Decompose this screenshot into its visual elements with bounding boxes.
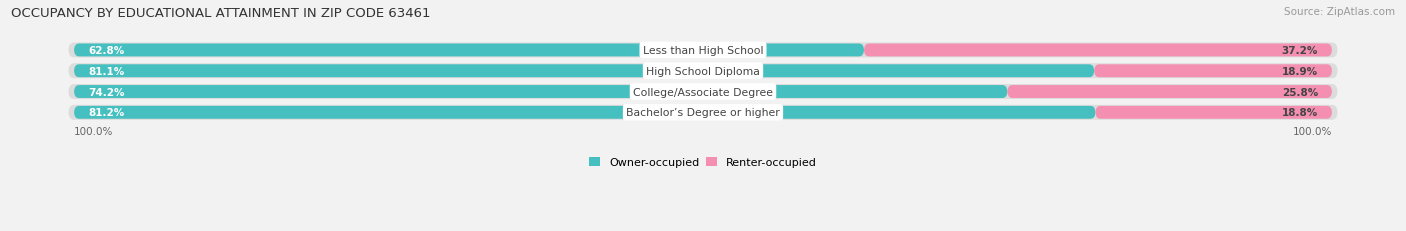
Text: Less than High School: Less than High School [643, 46, 763, 56]
FancyBboxPatch shape [1008, 86, 1331, 99]
FancyBboxPatch shape [75, 65, 1094, 78]
FancyBboxPatch shape [1095, 106, 1331, 119]
Text: 18.8%: 18.8% [1282, 108, 1317, 118]
Legend: Owner-occupied, Renter-occupied: Owner-occupied, Renter-occupied [585, 153, 821, 172]
FancyBboxPatch shape [69, 85, 1337, 100]
FancyBboxPatch shape [69, 105, 1337, 120]
Text: High School Diploma: High School Diploma [647, 67, 759, 76]
FancyBboxPatch shape [75, 86, 1008, 99]
FancyBboxPatch shape [75, 44, 865, 57]
FancyBboxPatch shape [865, 44, 1331, 57]
Text: 18.9%: 18.9% [1282, 67, 1317, 76]
Text: 62.8%: 62.8% [89, 46, 124, 56]
Text: 74.2%: 74.2% [89, 87, 125, 97]
Text: College/Associate Degree: College/Associate Degree [633, 87, 773, 97]
FancyBboxPatch shape [75, 106, 1095, 119]
FancyBboxPatch shape [69, 43, 1337, 58]
Text: 81.2%: 81.2% [89, 108, 124, 118]
Text: 100.0%: 100.0% [75, 126, 114, 136]
Text: 25.8%: 25.8% [1282, 87, 1317, 97]
Text: Source: ZipAtlas.com: Source: ZipAtlas.com [1284, 7, 1395, 17]
FancyBboxPatch shape [1094, 65, 1331, 78]
Text: Bachelor’s Degree or higher: Bachelor’s Degree or higher [626, 108, 780, 118]
FancyBboxPatch shape [69, 64, 1337, 79]
Text: 100.0%: 100.0% [1292, 126, 1331, 136]
Text: 37.2%: 37.2% [1282, 46, 1317, 56]
Text: OCCUPANCY BY EDUCATIONAL ATTAINMENT IN ZIP CODE 63461: OCCUPANCY BY EDUCATIONAL ATTAINMENT IN Z… [11, 7, 430, 20]
Text: 81.1%: 81.1% [89, 67, 124, 76]
